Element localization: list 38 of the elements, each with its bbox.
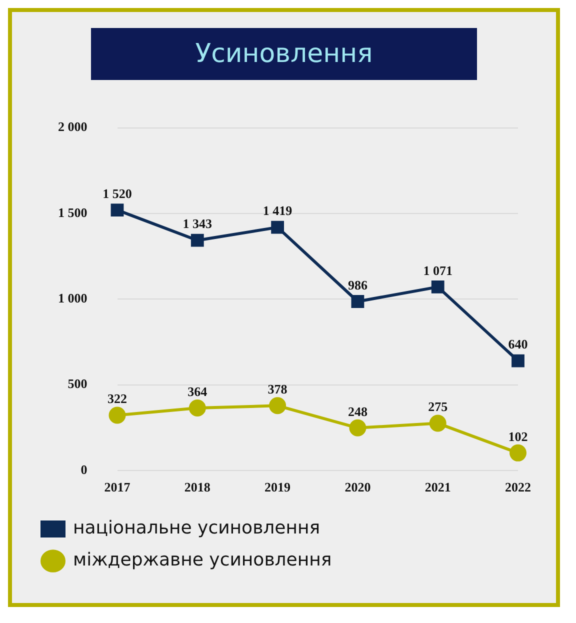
data-label: 1 419 <box>262 203 293 218</box>
data-label: 322 <box>108 391 127 406</box>
y-tick-label: 500 <box>68 376 88 392</box>
data-label: 102 <box>508 428 528 444</box>
data-label: 275 <box>428 399 448 414</box>
point <box>349 419 366 436</box>
chart-title: Усиновлення <box>91 28 477 80</box>
data-label: 986 <box>348 277 368 292</box>
data-label: 640 <box>508 336 528 352</box>
point <box>269 397 286 414</box>
point <box>188 400 206 417</box>
data-label: 1 520 <box>102 186 132 201</box>
y-tick-label: 1 500 <box>58 204 88 220</box>
point <box>110 204 124 216</box>
x-tick-label: 2019 <box>264 480 292 495</box>
data-label: 1 343 <box>182 216 213 232</box>
x-tick-label: 2020 <box>344 480 371 495</box>
data-label: 1 071 <box>423 262 452 278</box>
point <box>190 234 204 247</box>
x-tick-label: 2022 <box>505 480 531 495</box>
y-tick-label: 2 000 <box>58 119 88 134</box>
y-tick-label: 0 <box>80 462 88 477</box>
point <box>512 354 524 368</box>
x-tick-label: 2018 <box>184 480 211 495</box>
y-tick-label: 1 000 <box>58 290 88 306</box>
data-label: 378 <box>268 382 288 397</box>
data-label: 364 <box>188 384 208 399</box>
point <box>431 280 444 294</box>
x-tick-label: 2017 <box>104 480 131 495</box>
data-label: 248 <box>348 404 368 419</box>
point <box>351 295 364 308</box>
point <box>510 444 526 462</box>
point <box>271 220 284 234</box>
legend-label: національне усиновлення <box>73 518 320 539</box>
legend-label: міждержавне усиновлення <box>73 550 332 571</box>
point <box>108 406 126 424</box>
x-tick-label: 2021 <box>424 480 451 495</box>
point <box>429 414 446 432</box>
